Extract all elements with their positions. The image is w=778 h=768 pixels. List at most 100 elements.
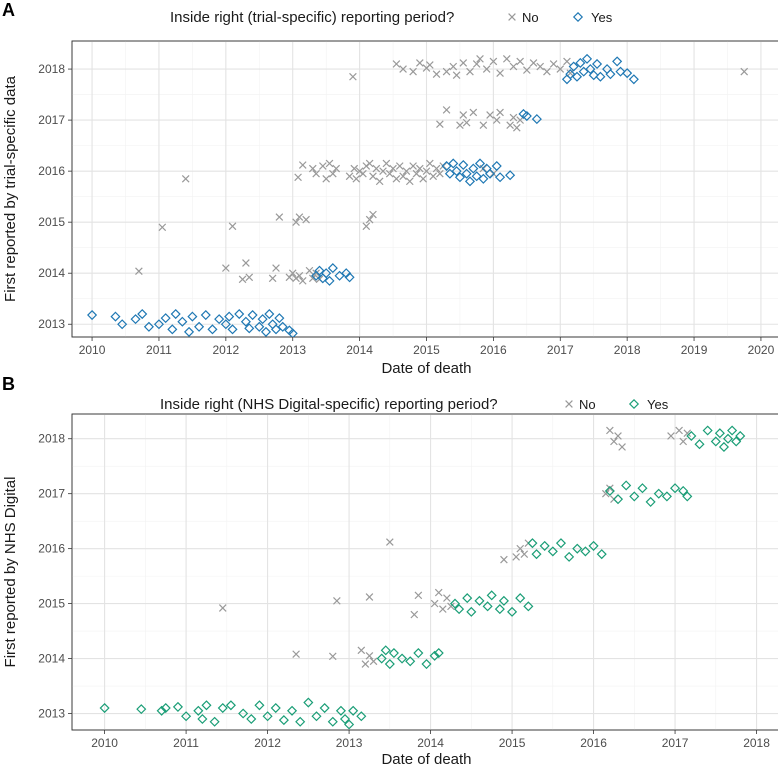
point-no-stroke — [298, 277, 307, 285]
legend-label-no: No — [579, 397, 596, 412]
point-no — [610, 437, 618, 446]
point-no — [369, 657, 378, 666]
point-no-stroke — [512, 553, 520, 561]
legend-title: Inside right (trial-specific) reporting … — [170, 9, 454, 26]
point-no-stroke — [549, 60, 558, 68]
point-no-stroke — [442, 67, 451, 76]
points-layer — [99, 425, 746, 730]
point-no — [618, 443, 626, 451]
point-no-stroke — [563, 57, 571, 66]
point-no-stroke — [275, 213, 284, 221]
legend-label-yes: Yes — [647, 397, 669, 412]
point-no-stroke — [426, 61, 434, 69]
point-no — [443, 594, 451, 602]
point-no-stroke — [520, 550, 529, 558]
point-no — [509, 62, 518, 71]
point-no — [482, 65, 491, 73]
point-no-stroke — [308, 164, 317, 173]
point-yes — [466, 606, 477, 617]
point-yes — [254, 321, 265, 332]
point-yes — [694, 439, 705, 450]
point-no — [345, 172, 354, 181]
point-yes — [595, 71, 606, 82]
point-no — [312, 269, 320, 278]
point-no — [459, 59, 468, 67]
point-no — [365, 593, 374, 601]
point-no — [601, 489, 610, 498]
x-tick-label: 2012 — [212, 343, 239, 357]
point-no — [479, 121, 488, 130]
point-yes — [110, 311, 121, 322]
point-yes — [303, 697, 314, 708]
point-yes — [661, 491, 672, 502]
point-no — [476, 55, 484, 63]
point-no-stroke — [372, 164, 381, 173]
point-no-stroke — [601, 489, 610, 498]
point-no-stroke — [683, 429, 692, 438]
point-no-stroke — [365, 159, 374, 168]
point-yes — [170, 308, 181, 320]
point-yes — [429, 650, 440, 661]
point-no — [506, 121, 514, 130]
point-yes — [209, 716, 220, 727]
point-no — [489, 57, 498, 66]
point-yes — [348, 705, 359, 716]
point-no — [449, 62, 458, 71]
point-no-stroke — [322, 174, 330, 183]
point-no — [359, 169, 367, 178]
point-no-stroke — [432, 164, 441, 173]
point-yes — [621, 480, 632, 491]
series-yes — [87, 53, 639, 337]
point-yes — [449, 598, 461, 609]
point-no-stroke — [410, 610, 419, 619]
point-no — [389, 164, 397, 173]
point-yes — [539, 540, 550, 551]
point-no-stroke — [319, 162, 327, 170]
point-yes — [247, 310, 258, 321]
point-no — [350, 164, 359, 173]
point-yes — [380, 645, 391, 656]
point-no-stroke — [618, 443, 626, 451]
point-yes — [468, 163, 479, 174]
point-yes — [462, 593, 473, 604]
y-tick-label: 2015 — [38, 215, 65, 229]
plot-area — [71, 40, 778, 338]
legend-key-no-stroke — [565, 400, 573, 408]
point-no — [489, 169, 498, 178]
point-no — [447, 602, 455, 611]
point-yes — [507, 606, 518, 617]
point-no-stroke — [500, 555, 508, 564]
point-no — [222, 264, 230, 272]
point-yes — [531, 549, 542, 560]
point-no — [429, 172, 438, 181]
point-no — [392, 60, 401, 68]
point-no-stroke — [414, 591, 423, 600]
point-no-stroke — [516, 544, 525, 553]
point-no-stroke — [238, 275, 247, 284]
point-yes — [454, 172, 465, 183]
panel-label: A — [2, 0, 15, 20]
legend-key-no-stroke — [508, 13, 516, 21]
point-yes — [143, 321, 154, 332]
point-no — [328, 652, 337, 661]
point-no-stroke — [469, 108, 478, 117]
point-no-stroke — [492, 116, 501, 124]
point-yes — [214, 314, 225, 325]
point-no-stroke — [422, 167, 431, 175]
point-yes — [571, 71, 583, 82]
point-yes — [277, 321, 288, 332]
point-yes — [653, 488, 664, 499]
point-no-stroke — [357, 646, 366, 655]
legend-label-no: No — [522, 10, 539, 25]
point-yes — [137, 308, 148, 320]
point-no — [365, 651, 374, 660]
point-no — [369, 172, 377, 181]
point-no-stroke — [369, 172, 377, 181]
x-tick-label: 2016 — [580, 736, 607, 750]
point-yes — [339, 713, 351, 725]
point-no — [439, 162, 448, 170]
point-no-stroke — [606, 426, 614, 435]
point-yes — [702, 425, 713, 436]
point-no — [516, 544, 525, 553]
point-yes — [604, 485, 615, 496]
